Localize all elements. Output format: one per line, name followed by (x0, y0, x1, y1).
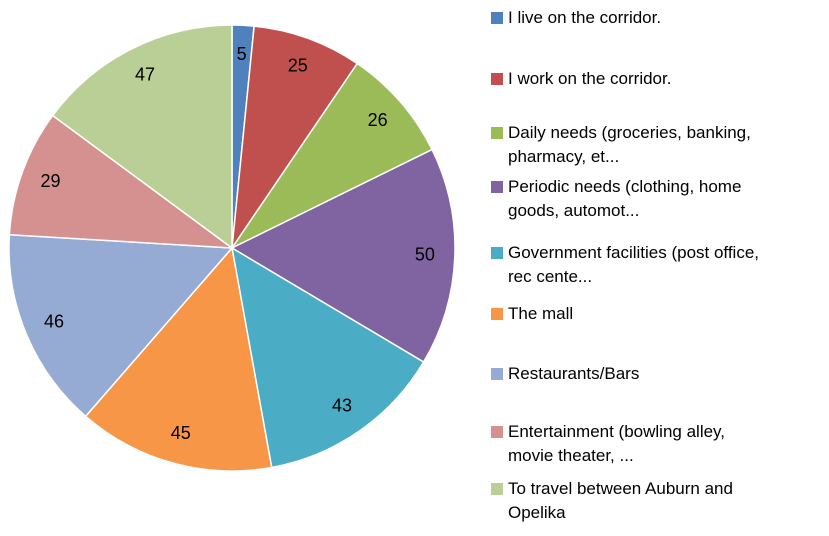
data-label: 47 (135, 64, 155, 84)
legend-entry: I work on the corridor. (491, 67, 821, 91)
legend-swatch (491, 308, 503, 320)
data-label: 43 (332, 395, 352, 415)
legend-swatch (491, 12, 503, 24)
legend-swatch (491, 181, 503, 193)
pie-slice (8, 114, 235, 249)
pie-slice (230, 148, 456, 364)
legend-label: I live on the corridor. (508, 8, 662, 27)
legend-label: I work on the corridor. (508, 69, 672, 88)
legend-swatch (491, 127, 503, 139)
legend-swatch (491, 483, 503, 495)
legend-entry: Entertainment (bowling alley, movie thea… (491, 420, 821, 468)
legend-label: Government facilities (post office, rec … (508, 243, 760, 286)
legend-label: Entertainment (bowling alley, movie thea… (508, 422, 726, 465)
data-label: 46 (44, 311, 64, 331)
legend-entry: Daily needs (groceries, banking, pharmac… (491, 121, 821, 169)
legend-entry: Periodic needs (clothing, home goods, au… (491, 175, 821, 223)
legend-entry: To travel between Auburn and Opelika (491, 477, 821, 525)
legend-label: To travel between Auburn and Opelika (508, 479, 733, 522)
legend-swatch (491, 368, 503, 380)
pie-slice (229, 62, 434, 250)
data-label: 25 (288, 55, 308, 75)
pie-slice (8, 233, 234, 418)
legend-entry: The mall (491, 302, 821, 326)
pie-slice (84, 246, 273, 472)
legend-swatch (491, 247, 503, 259)
legend-label: The mall (508, 304, 574, 323)
pie-slice (231, 25, 359, 249)
data-label: 29 (41, 171, 61, 191)
legend-entry: Government facilities (post office, rec … (491, 241, 821, 289)
data-label: 45 (171, 423, 191, 443)
legend-swatch (491, 73, 503, 85)
data-label: 50 (415, 244, 435, 264)
pie-slice (51, 24, 233, 250)
pie-area: 5 25 26 50 43 45 46 29 47 (8, 24, 456, 472)
pie-slice (230, 246, 425, 469)
legend-entry: I live on the corridor. (491, 6, 821, 30)
legend-label: Restaurants/Bars (508, 364, 640, 383)
legend-label: Daily needs (groceries, banking, pharmac… (508, 123, 751, 166)
data-label: 5 (237, 44, 247, 64)
data-label: 26 (368, 110, 388, 130)
legend-entry: Restaurants/Bars (491, 362, 821, 386)
legend-swatch (491, 426, 503, 438)
legend-label: Periodic needs (clothing, home goods, au… (508, 177, 742, 220)
